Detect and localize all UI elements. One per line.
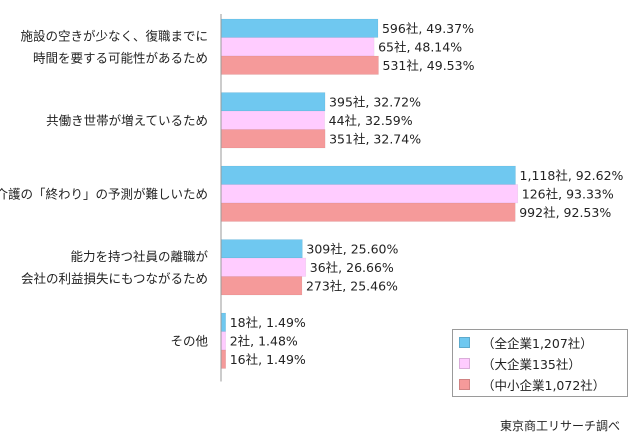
data-label: 531社, 49.53%	[383, 58, 475, 73]
bar	[220, 184, 519, 204]
legend-swatch-large	[459, 357, 470, 369]
legend-label-large: （大企業135社）	[482, 356, 581, 372]
data-label: 992社, 92.53%	[519, 205, 611, 220]
bar	[220, 202, 516, 222]
data-label: 18社, 1.49%	[230, 315, 306, 330]
bar	[220, 349, 226, 369]
category-label: 能力を持つ社員の離職が会社の利益損失にもつながるため	[21, 249, 209, 286]
legend-label-all: （全企業1,207社）	[482, 335, 593, 351]
category-label: 介護の「終わり」の予測が難しいため	[0, 186, 208, 201]
bar	[220, 92, 326, 112]
data-label: 16社, 1.49%	[230, 352, 306, 367]
data-labels: 596社, 49.37% 65社, 48.14% 531社, 49.53% 395社,…	[230, 21, 624, 367]
legend-item-large: （大企業135社）	[459, 354, 581, 372]
bar	[220, 55, 379, 75]
data-label: 36社, 26.66%	[310, 260, 394, 275]
data-label: 65社, 48.14%	[378, 39, 462, 54]
data-label: 2社, 1.48%	[230, 333, 298, 348]
bar	[220, 110, 325, 130]
bar	[220, 37, 375, 57]
category-label-line: 共働き世帯が増えているため	[46, 113, 208, 128]
bar	[220, 165, 516, 185]
category-label-line: 会社の利益損失にもつながるため	[21, 271, 208, 286]
bar	[220, 129, 326, 149]
category-label: 共働き世帯が増えているため	[46, 113, 208, 128]
legend-item-all: （全企業1,207社）	[459, 333, 593, 351]
data-label: 351社, 32.74%	[329, 131, 421, 146]
category-label-line: 時間を要する可能性があるため	[33, 50, 208, 65]
bar	[220, 331, 226, 351]
legend-swatch-sme	[459, 378, 470, 390]
data-label: 126社, 93.33%	[522, 186, 614, 201]
data-label: 596社, 49.37%	[382, 21, 474, 36]
bar	[220, 239, 303, 259]
data-label: 309社, 25.60%	[306, 241, 398, 256]
category-label: その他	[170, 333, 208, 348]
category-label-line: 施設の空きが少なく、復職までに	[20, 28, 208, 43]
bar	[220, 18, 379, 38]
legend-label-sme: （中小企業1,072社）	[482, 377, 606, 393]
category-label-line: その他	[170, 333, 208, 348]
bar	[220, 276, 303, 296]
category-labels: 施設の空きが少なく、復職までに時間を要する可能性があるため共働き世帯が増えている…	[0, 28, 208, 348]
data-label: 273社, 25.46%	[306, 278, 398, 293]
data-label: 1,118社, 92.62%	[520, 168, 624, 183]
legend-item-sme: （中小企業1,072社）	[459, 375, 605, 393]
legend: （全企業1,207社） （大企業135社） （中小企業1,072社）	[452, 329, 628, 397]
data-label: 395社, 32.72%	[329, 94, 421, 109]
data-label: 44社, 32.59%	[329, 113, 413, 128]
category-label: 施設の空きが少なく、復職までに時間を要する可能性があるため	[20, 28, 208, 65]
category-label-line: 能力を持つ社員の離職が	[70, 249, 208, 264]
category-label-line: 介護の「終わり」の予測が難しいため	[0, 186, 208, 201]
source-note: 東京商工リサーチ調べ	[499, 419, 620, 433]
legend-swatch-all	[459, 336, 470, 348]
bar	[220, 257, 307, 277]
bar	[220, 312, 226, 332]
